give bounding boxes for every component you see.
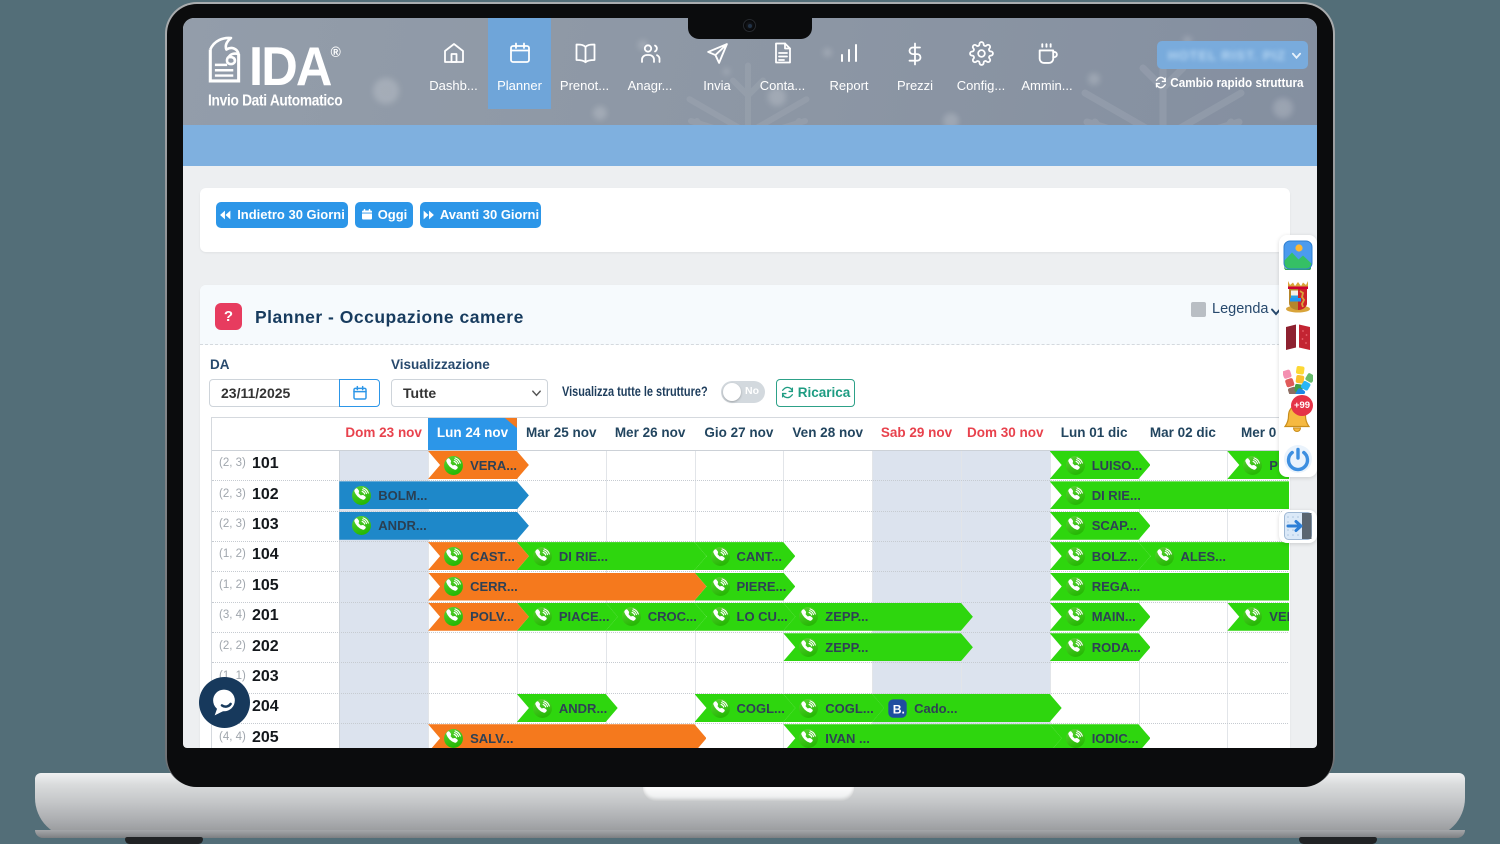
svg-text:B.: B. [893,702,905,716]
